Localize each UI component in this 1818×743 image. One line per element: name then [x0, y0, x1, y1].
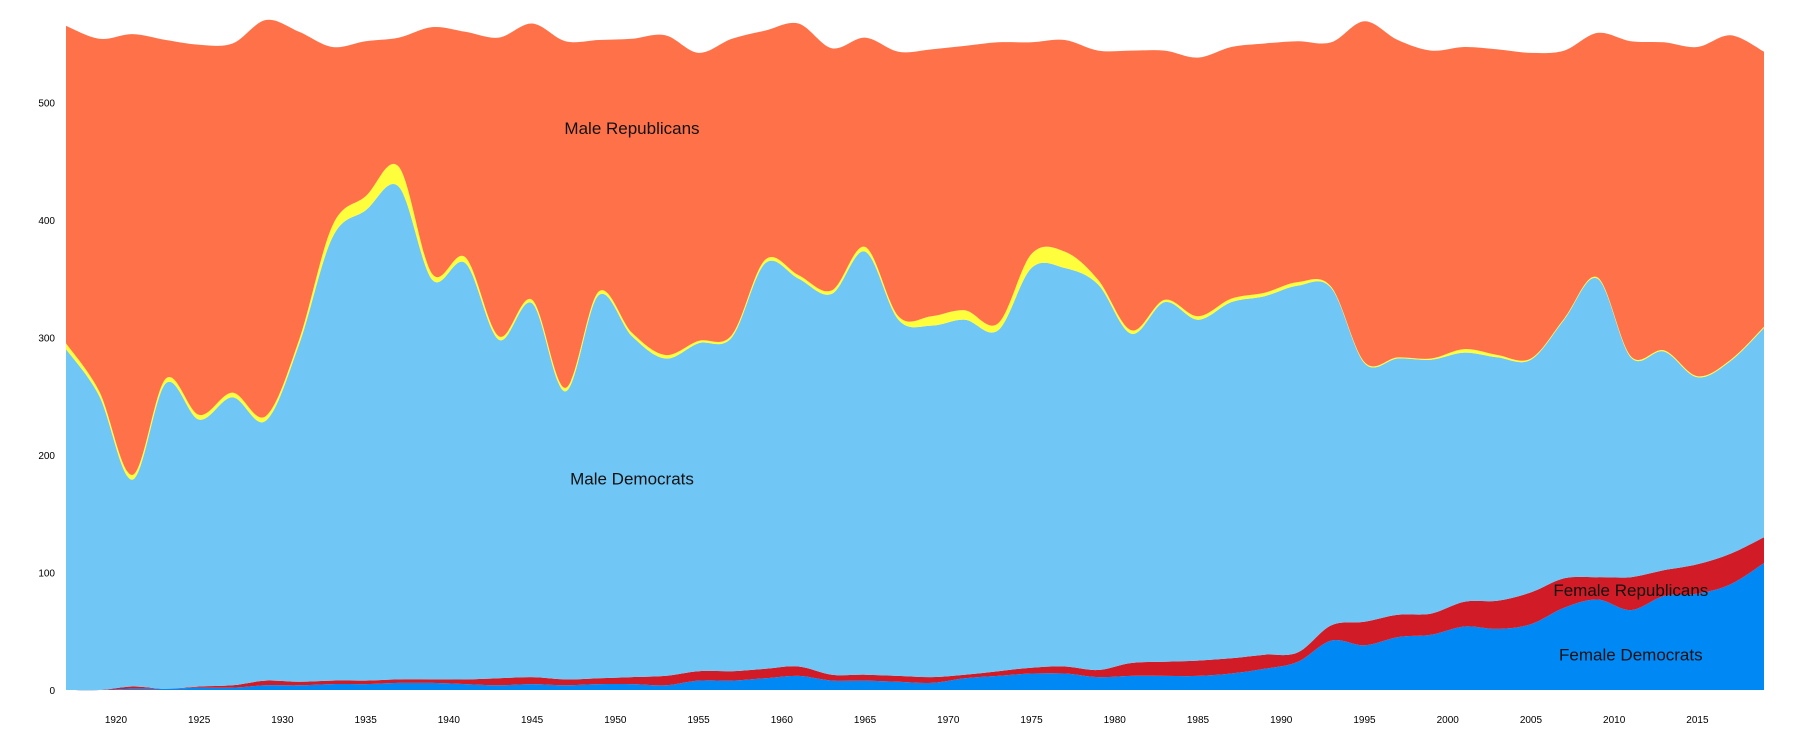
area-male-independents — [66, 163, 1764, 480]
x-tick-label: 1955 — [687, 715, 710, 726]
x-tick-label: 2015 — [1686, 715, 1709, 726]
series-label-male-republicans: Male Republicans — [564, 119, 699, 138]
series-areas — [66, 19, 1764, 691]
series-labels: Female Democrats Female Republicans Male D… — [564, 119, 1708, 665]
y-tick-label: 400 — [38, 216, 55, 227]
x-tick-label: 1950 — [604, 715, 627, 726]
x-axis-ticks: 1920 1925 1930 1935 1940 1945 1950 1955 1960 1965… — [105, 715, 1709, 726]
series-label-female-democrats: Female Democrats — [1559, 646, 1703, 665]
y-tick-label: 500 — [38, 98, 55, 109]
x-tick-label: 1935 — [355, 715, 378, 726]
x-tick-label: 1940 — [438, 715, 461, 726]
x-tick-label: 1945 — [521, 715, 544, 726]
x-tick-label: 1975 — [1020, 715, 1043, 726]
x-tick-label: 1930 — [271, 715, 294, 726]
x-tick-label: 1985 — [1187, 715, 1210, 726]
x-tick-label: 1995 — [1353, 715, 1376, 726]
area-female-democrats — [66, 563, 1764, 691]
x-tick-label: 1960 — [771, 715, 794, 726]
x-tick-label: 1990 — [1270, 715, 1293, 726]
x-tick-label: 1970 — [937, 715, 960, 726]
x-tick-label: 1965 — [854, 715, 877, 726]
x-tick-label: 1920 — [105, 715, 128, 726]
series-label-female-republicans: Female Republicans — [1553, 581, 1708, 600]
y-tick-label: 300 — [38, 333, 55, 344]
y-tick-label: 200 — [38, 451, 55, 462]
x-tick-label: 2000 — [1437, 715, 1460, 726]
area-male-republicans — [66, 19, 1764, 475]
x-tick-label: 1925 — [188, 715, 211, 726]
y-axis-ticks: 0 100 200 300 400 500 — [38, 98, 55, 697]
y-tick-label: 0 — [49, 686, 55, 697]
x-tick-label: 2005 — [1520, 715, 1543, 726]
y-tick-label: 100 — [38, 568, 55, 579]
series-label-male-democrats: Male Democrats — [570, 469, 694, 488]
x-tick-label: 2010 — [1603, 715, 1626, 726]
area-male-democrats — [66, 184, 1764, 691]
x-tick-label: 1980 — [1104, 715, 1127, 726]
